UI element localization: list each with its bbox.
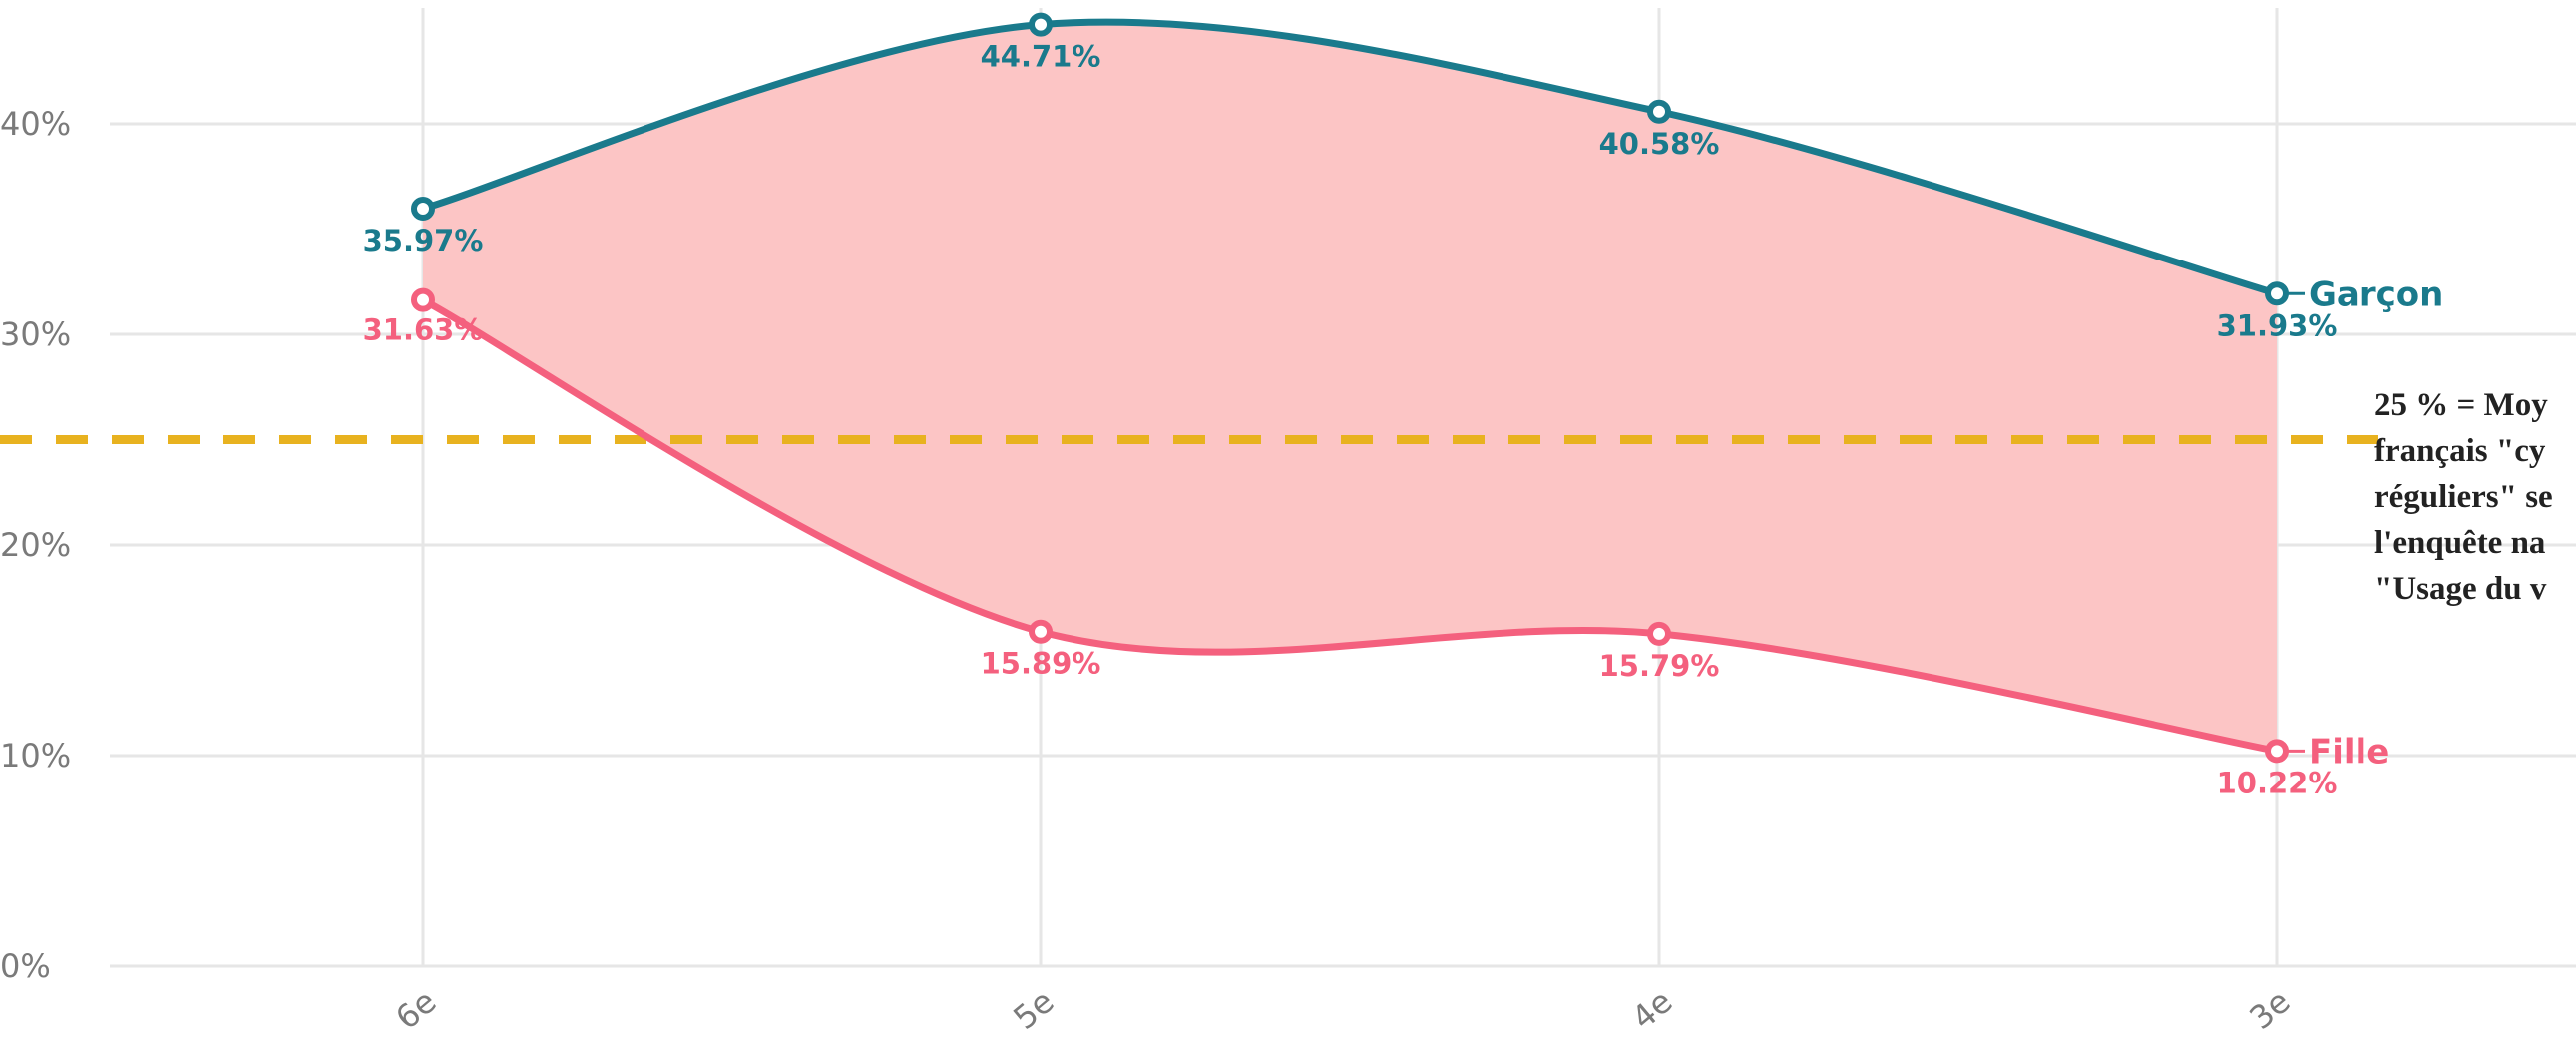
data-label: 44.71% xyxy=(981,40,1101,74)
data-label: 35.97% xyxy=(363,224,484,258)
data-point xyxy=(1647,99,1671,124)
x-tick-label: 4e xyxy=(1624,982,1679,1037)
x-tick-label: 6e xyxy=(388,982,443,1037)
data-label: 15.89% xyxy=(981,647,1101,681)
reference-annotation-line: "Usage du v xyxy=(2374,571,2547,607)
y-tick-label: 40% xyxy=(0,105,71,143)
series-name-label: Garçon xyxy=(2309,274,2443,314)
data-point xyxy=(2265,281,2289,306)
data-point xyxy=(1029,619,1053,644)
data-label: 31.93% xyxy=(2217,308,2338,342)
reference-annotation-line: réguliers" se xyxy=(2374,479,2553,515)
reference-line-group: 25 % = Moy français "cy réguliers" se l'enq… xyxy=(0,387,2553,607)
data-label: 31.63% xyxy=(363,313,484,347)
data-point xyxy=(411,197,435,222)
data-label: 15.79% xyxy=(1599,649,1720,683)
y-tick-label: 0% xyxy=(0,947,51,985)
series-line-1 xyxy=(419,296,2281,755)
area-fill xyxy=(423,22,2277,752)
series-lines xyxy=(419,18,2281,755)
data-labels: 35.97% 44.71% 40.58% 31.93%Garçon 31.63% 15.8… xyxy=(363,40,2444,800)
data-label: 10.22% xyxy=(2217,766,2338,799)
reference-annotation-line: l'enquête na xyxy=(2374,525,2545,561)
data-point xyxy=(1647,621,1671,646)
y-tick-label: 30% xyxy=(0,315,71,353)
series-name-label: Fille xyxy=(2309,732,2389,772)
reference-annotation-line: français "cy xyxy=(2374,433,2546,469)
series-line-0 xyxy=(419,18,2281,297)
data-points xyxy=(411,12,2289,764)
data-label: 40.58% xyxy=(1599,127,1720,161)
reference-annotation-line: 25 % = Moy xyxy=(2374,387,2548,423)
area-between-series xyxy=(423,22,2277,752)
data-point xyxy=(1029,12,1053,37)
x-tick-label: 5e xyxy=(1006,982,1061,1037)
y-tick-label: 20% xyxy=(0,526,71,564)
x-tick-label: 3e xyxy=(2242,982,2297,1037)
data-point xyxy=(411,287,435,312)
y-tick-label: 10% xyxy=(0,737,71,775)
data-point xyxy=(2265,739,2289,764)
